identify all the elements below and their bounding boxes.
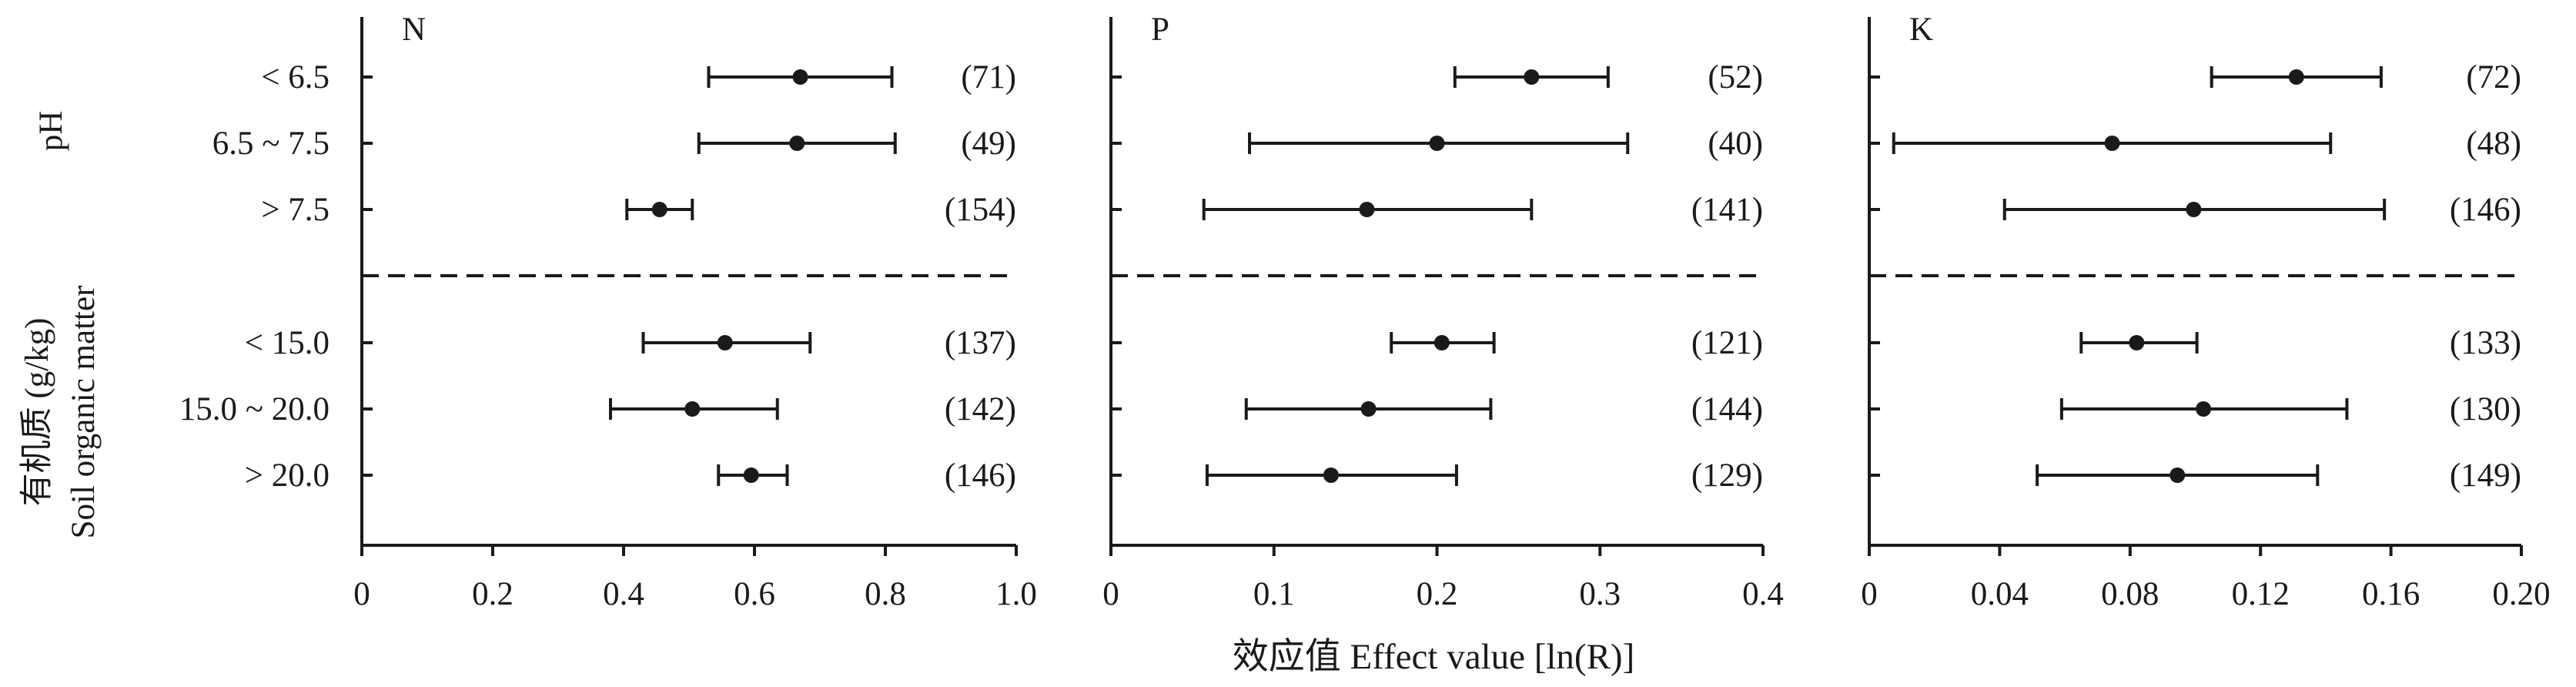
x-tick-label: 0.4 (1742, 576, 1784, 612)
sample-size-label: (130) (2450, 391, 2521, 427)
sample-size-label: (154) (945, 192, 1016, 228)
panel-1: 0 0.1 0.2 0.3 0.4 P (52) (40) (141) (121) (144) (12… (1102, 12, 1784, 612)
category-label: < 6.5 (261, 59, 330, 96)
effect-point (2104, 136, 2120, 151)
sample-size-label: (142) (945, 391, 1016, 427)
group-label-organic-matter-cn: 有机质 (g/kg) (19, 318, 55, 507)
sample-size-label: (144) (1691, 391, 1763, 427)
effect-point (2129, 335, 2145, 350)
effect-point (2196, 401, 2212, 417)
x-tick-label: 0.8 (865, 576, 906, 612)
x-tick-label: 0 (1861, 576, 1878, 612)
x-tick-label: 0 (353, 576, 370, 612)
category-label: > 20.0 (245, 457, 330, 494)
sample-size-label: (146) (945, 457, 1016, 494)
x-tick-label: 0.20 (2492, 576, 2550, 612)
sample-size-label: (48) (2466, 126, 2521, 162)
effect-point (684, 401, 701, 417)
panel-label: P (1151, 12, 1169, 48)
effect-point (2288, 69, 2304, 85)
panel-2: 0 0.04 0.08 0.12 0.16 0.20 K (72) (48) (146) (133)… (1861, 12, 2550, 612)
x-tick-label: 0.4 (603, 576, 644, 612)
effect-point (1524, 69, 1540, 85)
x-tick-label: 0.6 (734, 576, 775, 612)
sample-size-label: (52) (1708, 59, 1763, 96)
x-tick-label: 0 (1102, 576, 1119, 612)
category-label: 6.5 ~ 7.5 (212, 126, 330, 162)
category-label: < 15.0 (245, 325, 330, 361)
effect-point (2170, 467, 2186, 483)
effect-point (1360, 401, 1377, 417)
sample-size-label: (72) (2466, 59, 2521, 96)
sample-size-label: (137) (945, 325, 1016, 361)
sample-size-label: (141) (1691, 192, 1763, 228)
group-label-organic-matter-en: Soil organic matter (65, 286, 102, 539)
sample-size-label: (133) (2450, 325, 2521, 361)
x-tick-label: 0.2 (1417, 576, 1458, 612)
sample-size-label: (71) (961, 59, 1016, 96)
panels: 0 0.2 0.4 0.6 0.8 1.0 N (71) < 6.5 (49) 6.5 ~ 7.5 (… (179, 12, 2551, 612)
sample-size-label: (129) (1691, 457, 1763, 494)
sample-size-label: (49) (961, 126, 1016, 162)
category-label: > 7.5 (261, 192, 330, 228)
panel-label: N (402, 12, 426, 48)
effect-point (1323, 467, 1339, 483)
effect-point (2186, 202, 2202, 217)
x-tick-label: 0.1 (1253, 576, 1295, 612)
effect-point (1429, 136, 1445, 151)
effect-point (792, 69, 808, 85)
x-tick-label: 0.08 (2101, 576, 2159, 612)
panel-0: 0 0.2 0.4 0.6 0.8 1.0 N (71) < 6.5 (49) 6.5 ~ 7.5 (… (179, 12, 1037, 612)
category-label: 15.0 ~ 20.0 (179, 391, 330, 427)
effect-point (1359, 202, 1375, 217)
x-tick-label: 0.12 (2232, 576, 2290, 612)
sample-size-label: (149) (2450, 457, 2521, 494)
effect-point (743, 467, 759, 483)
x-tick-label: 1.0 (995, 576, 1037, 612)
panel-label: K (1909, 12, 1933, 48)
x-tick-label: 0.2 (472, 576, 514, 612)
sample-size-label: (121) (1691, 325, 1763, 361)
sample-size-label: (146) (2450, 192, 2521, 228)
x-tick-label: 0.04 (1971, 576, 2029, 612)
x-tick-label: 0.3 (1579, 576, 1621, 612)
x-tick-label: 0.16 (2362, 576, 2420, 612)
x-axis-label: 效应值 Effect value [ln(R)] (1233, 637, 1635, 677)
effect-point (789, 136, 805, 151)
group-label-ph: pH (33, 111, 69, 152)
sample-size-label: (40) (1708, 126, 1763, 162)
effect-point (651, 202, 667, 217)
effect-point (1434, 335, 1450, 350)
effect-point (717, 335, 733, 350)
